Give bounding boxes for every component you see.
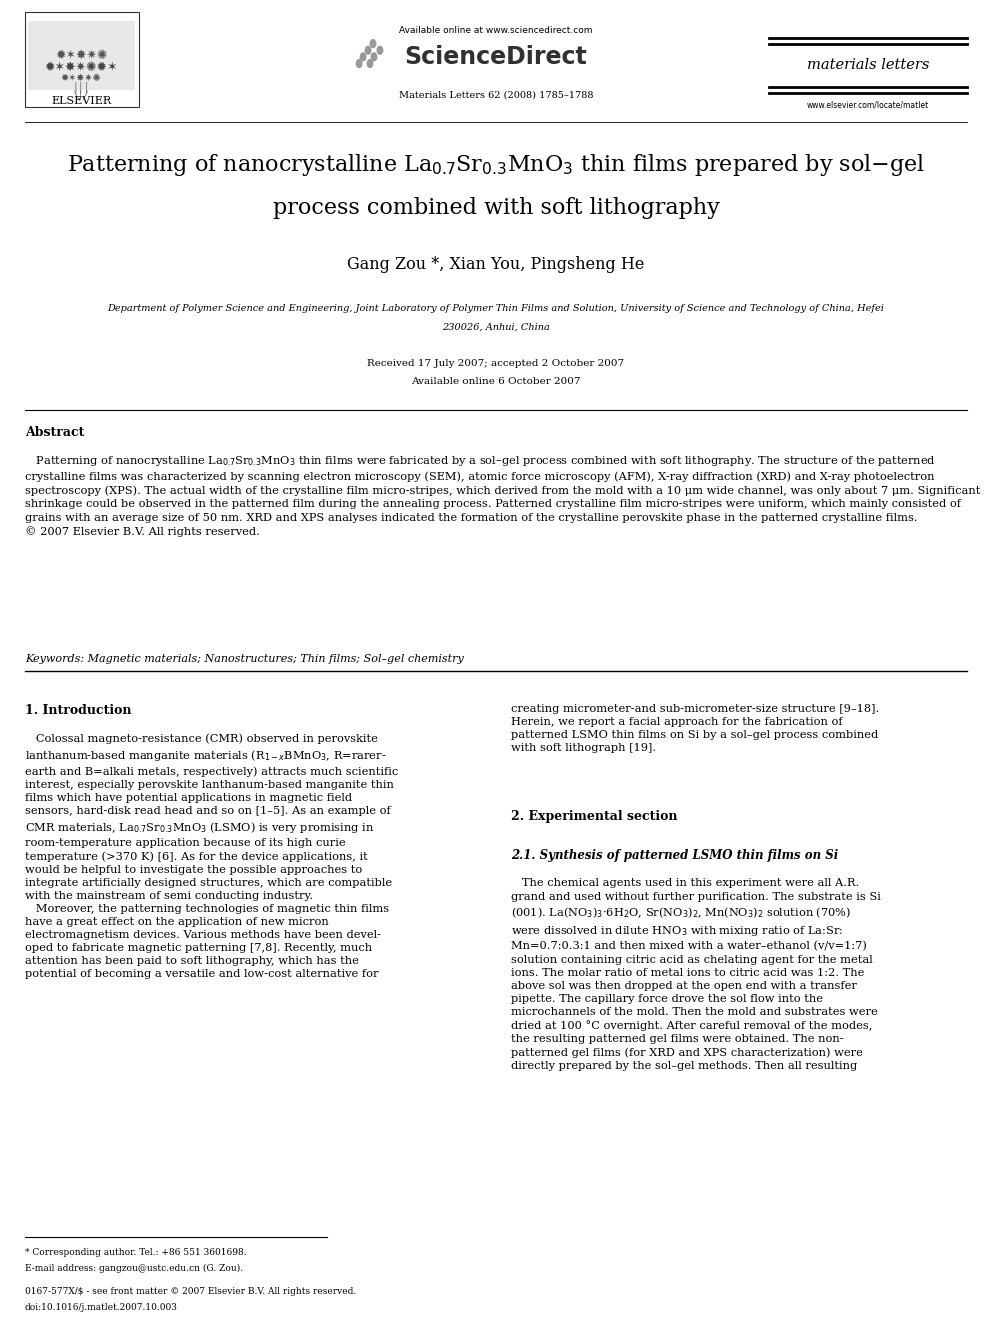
Circle shape <box>370 40 377 49</box>
Circle shape <box>355 60 363 69</box>
Text: E-mail address: gangzou@ustc.edu.cn (G. Zou).: E-mail address: gangzou@ustc.edu.cn (G. … <box>25 1263 243 1273</box>
Text: Department of Polymer Science and Engineering, Joint Laboratory of Polymer Thin : Department of Polymer Science and Engine… <box>107 304 885 312</box>
Text: The chemical agents used in this experiment were all A.R.
grand and used without: The chemical agents used in this experim… <box>511 878 881 1070</box>
Text: ╲│╱: ╲│╱ <box>73 90 89 101</box>
Text: www.elsevier.com/locate/matlet: www.elsevier.com/locate/matlet <box>806 101 930 108</box>
Circle shape <box>365 46 371 56</box>
Text: Received 17 July 2007; accepted 2 October 2007: Received 17 July 2007; accepted 2 Octobe… <box>367 360 625 368</box>
Text: Gang Zou *, Xian You, Pingsheng He: Gang Zou *, Xian You, Pingsheng He <box>347 257 645 273</box>
Text: Patterning of nanocrystalline La$_{0.7}$Sr$_{0.3}$MnO$_3$ thin films prepared by: Patterning of nanocrystalline La$_{0.7}$… <box>66 152 926 179</box>
Text: ✹✶✸✷✺✹✶: ✹✶✸✷✺✹✶ <box>45 61 118 74</box>
Text: ✹✶✸✷✺: ✹✶✸✷✺ <box>62 73 101 83</box>
Text: Available online at www.sciencedirect.com: Available online at www.sciencedirect.co… <box>399 26 593 34</box>
Text: Abstract: Abstract <box>25 426 84 439</box>
Text: Patterning of nanocrystalline La$_{0.7}$Sr$_{0.3}$MnO$_3$ thin films were fabric: Patterning of nanocrystalline La$_{0.7}$… <box>25 454 980 537</box>
Text: Keywords: Magnetic materials; Nanostructures; Thin films; Sol–gel chemistry: Keywords: Magnetic materials; Nanostruct… <box>25 654 463 664</box>
Text: 2.1. Synthesis of patterned LSMO thin films on Si: 2.1. Synthesis of patterned LSMO thin fi… <box>511 849 838 863</box>
Circle shape <box>359 53 367 62</box>
Text: Available online 6 October 2007: Available online 6 October 2007 <box>412 377 580 385</box>
Text: * Corresponding author. Tel.: +86 551 3601698.: * Corresponding author. Tel.: +86 551 36… <box>25 1248 246 1257</box>
Text: ELSEVIER: ELSEVIER <box>52 95 111 106</box>
Text: 230026, Anhui, China: 230026, Anhui, China <box>442 323 550 331</box>
Text: materials letters: materials letters <box>806 58 930 71</box>
Text: Colossal magneto-resistance (CMR) observed in perovskite
lanthanum-based mangani: Colossal magneto-resistance (CMR) observ… <box>25 733 398 979</box>
FancyBboxPatch shape <box>28 21 135 90</box>
Text: ScienceDirect: ScienceDirect <box>405 45 587 69</box>
Text: process combined with soft lithography: process combined with soft lithography <box>273 197 719 218</box>
Text: creating micrometer-and sub-micrometer-size structure [9–18].
Herein, we report : creating micrometer-and sub-micrometer-s… <box>511 704 879 753</box>
Text: 2. Experimental section: 2. Experimental section <box>511 810 678 823</box>
Circle shape <box>377 46 383 56</box>
Text: 0167-577X/$ - see front matter © 2007 Elsevier B.V. All rights reserved.: 0167-577X/$ - see front matter © 2007 El… <box>25 1287 356 1297</box>
Text: ✹✶✸✷✺: ✹✶✸✷✺ <box>56 49 107 62</box>
Circle shape <box>367 60 373 69</box>
Text: Materials Letters 62 (2008) 1785–1788: Materials Letters 62 (2008) 1785–1788 <box>399 91 593 99</box>
Text: │││: │││ <box>72 82 90 93</box>
Circle shape <box>371 53 377 62</box>
FancyBboxPatch shape <box>25 12 139 107</box>
Text: 1. Introduction: 1. Introduction <box>25 704 131 717</box>
Text: doi:10.1016/j.matlet.2007.10.003: doi:10.1016/j.matlet.2007.10.003 <box>25 1303 178 1312</box>
